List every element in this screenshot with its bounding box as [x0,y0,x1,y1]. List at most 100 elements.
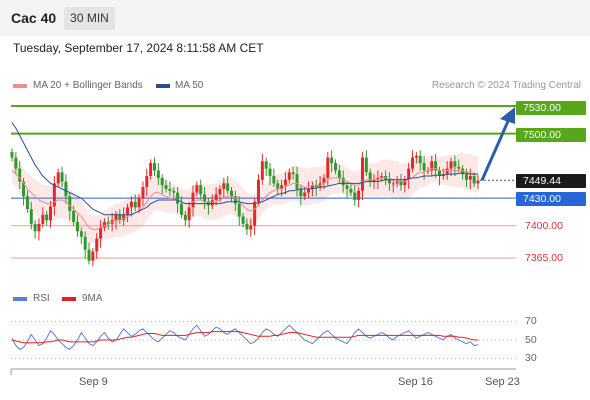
candle-body [241,216,245,224]
x-tick-sep23: Sep 23 [485,376,520,388]
header-bar: Cac 40 30 MIN [0,0,590,36]
candle-body [387,179,391,184]
candle-body [449,161,453,169]
support-label-s1: 7400.00 [525,220,563,232]
candle-body [357,190,361,200]
candle-body [114,214,118,221]
candle-body [126,207,130,215]
candle-body [380,176,384,178]
candle-body [176,192,180,204]
candle-body [461,168,465,175]
candle-body [353,192,357,200]
candle-body [253,201,257,226]
candle-body [330,157,334,164]
candle-body [295,174,299,189]
candle-body [195,185,199,193]
candle-body [145,176,149,188]
candle-body [22,181,26,197]
pivot-label: 7430.00 [516,192,586,206]
candle-body [106,222,110,224]
candle-body [172,190,176,193]
candle-body [349,188,353,193]
candle-body [326,157,330,178]
candle-body [249,225,253,230]
candle-body [156,170,160,178]
rsi-tick-30: 30 [525,352,537,364]
candle-body [399,181,403,186]
candle-body [360,157,364,191]
candle-body [230,190,234,197]
candle-body [179,203,183,215]
candle-body [203,194,207,202]
chart-datetime: Tuesday, September 17, 2024 8:11:58 AM C… [13,41,264,55]
candle-body [37,223,41,232]
candle-body [368,172,372,182]
candle-body [164,185,168,189]
rsi-legend-swatch [13,297,27,301]
candle-body [445,168,449,175]
candle-body [233,196,237,204]
candle-body [364,157,368,173]
candle-body [437,170,441,177]
candle-body [160,177,164,186]
candle-body [45,214,49,221]
candle-body [337,170,341,178]
candle-body [137,198,141,208]
candle-body [72,211,76,223]
candle-body [468,176,472,180]
candle-body [434,161,438,171]
candle-body [453,161,457,167]
candle-body [472,176,476,184]
candle-body [133,201,137,208]
candle-body [403,179,407,186]
candle-body [280,185,284,189]
candle-body [129,201,133,208]
candle-body [49,206,53,221]
candle-body [299,188,303,197]
candle-body [168,188,172,191]
candle-body [407,168,411,180]
candle-body [214,194,218,200]
rsi-line [11,324,479,350]
candle-body [41,214,45,224]
candle-body [345,185,349,189]
candle-body [210,199,214,206]
candle-body [222,183,226,189]
candle-body [307,188,311,193]
target-label-r2: 7530.00 [516,101,586,115]
candle-body [218,188,222,195]
candle-body [64,181,68,197]
timeframe-button[interactable]: 30 MIN [64,7,115,30]
rsi-tick-50: 50 [525,334,537,346]
candle-body [102,222,106,228]
candle-body [272,176,276,184]
candle-body [395,181,399,184]
candle-body [237,203,241,217]
candle-body [464,174,468,180]
candle-body [29,209,33,224]
ma50-legend-swatch [156,84,170,88]
candle-body [18,168,22,182]
x-tick-sep16: Sep 16 [398,376,433,388]
candle-body [83,236,87,250]
candle-body [14,157,18,169]
forecast-arrow [480,118,511,181]
credit-text: Research © 2024 Trading Central [431,80,581,91]
candle-body [68,196,72,212]
candle-body [152,163,156,171]
candle-body [10,152,14,158]
candle-body [422,163,426,171]
candle-body [341,177,345,186]
candle-body [256,179,260,202]
candle-body [183,214,187,221]
ma50-line [11,122,478,216]
ma20-legend-label: MA 20 + Bollinger Bands [33,80,143,91]
current-price-label: 7449.44 [516,174,586,188]
candle-body [33,223,37,232]
candle-body [260,161,264,180]
candle-body [91,251,95,261]
candle-body [414,155,418,158]
candle-body [95,238,99,252]
symbol-title: Cac 40 [11,10,57,26]
